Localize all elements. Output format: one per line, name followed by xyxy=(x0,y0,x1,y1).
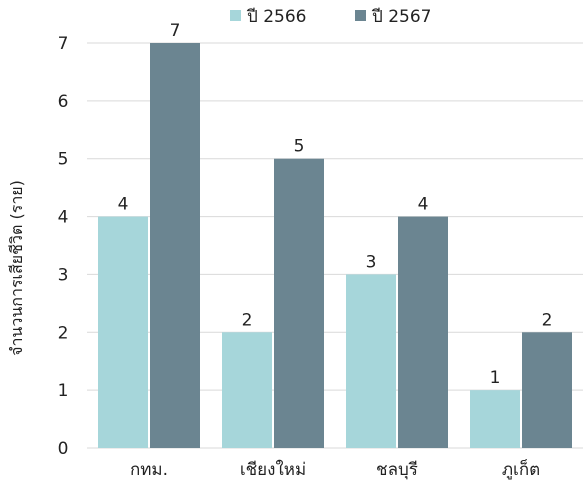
bar-value-label: 2 xyxy=(242,310,253,330)
y-tick-label: 3 xyxy=(58,265,69,285)
y-tick-label: 1 xyxy=(58,381,69,401)
x-tick-label: เชียงใหม่ xyxy=(240,459,306,480)
bar xyxy=(522,332,572,448)
bar xyxy=(398,216,448,448)
y-axis-ticks: 0 1 2 3 4 5 6 7 xyxy=(58,34,69,459)
y-axis-label: จำนวนการเสียชีวิต (ราย) xyxy=(7,180,26,356)
bar-value-label: 7 xyxy=(170,21,181,41)
y-tick-label: 5 xyxy=(58,150,69,170)
legend-label: ปี 2567 xyxy=(371,7,431,27)
bar xyxy=(98,216,148,448)
value-labels: 4 7 2 5 3 4 1 2 xyxy=(118,21,553,388)
x-tick-label: กทม. xyxy=(130,460,168,480)
legend: ปี 2566 ปี 2567 xyxy=(230,7,431,27)
bar-value-label: 4 xyxy=(118,195,129,215)
legend-swatch xyxy=(230,10,241,21)
bar xyxy=(470,390,520,448)
bar-value-label: 5 xyxy=(294,137,305,157)
legend-label: ปี 2566 xyxy=(246,7,306,27)
legend-swatch xyxy=(355,10,366,21)
bar xyxy=(222,332,272,448)
bar-value-label: 3 xyxy=(366,252,377,272)
bar-value-label: 2 xyxy=(542,310,553,330)
y-tick-label: 6 xyxy=(58,92,69,112)
bar xyxy=(150,43,200,448)
bar-value-label: 1 xyxy=(490,368,501,388)
bar xyxy=(274,158,324,448)
y-tick-label: 4 xyxy=(58,208,69,228)
y-tick-label: 2 xyxy=(58,323,69,343)
bars xyxy=(98,43,572,448)
y-tick-label: 7 xyxy=(58,34,69,54)
bar xyxy=(346,274,396,448)
x-tick-label: ชลบุรี xyxy=(376,460,418,480)
y-tick-label: 0 xyxy=(58,439,69,459)
x-tick-label: ภูเก็ต xyxy=(502,458,540,480)
bar-value-label: 4 xyxy=(418,195,429,215)
x-axis-ticks: กทม. เชียงใหม่ ชลบุรี ภูเก็ต xyxy=(130,458,540,480)
